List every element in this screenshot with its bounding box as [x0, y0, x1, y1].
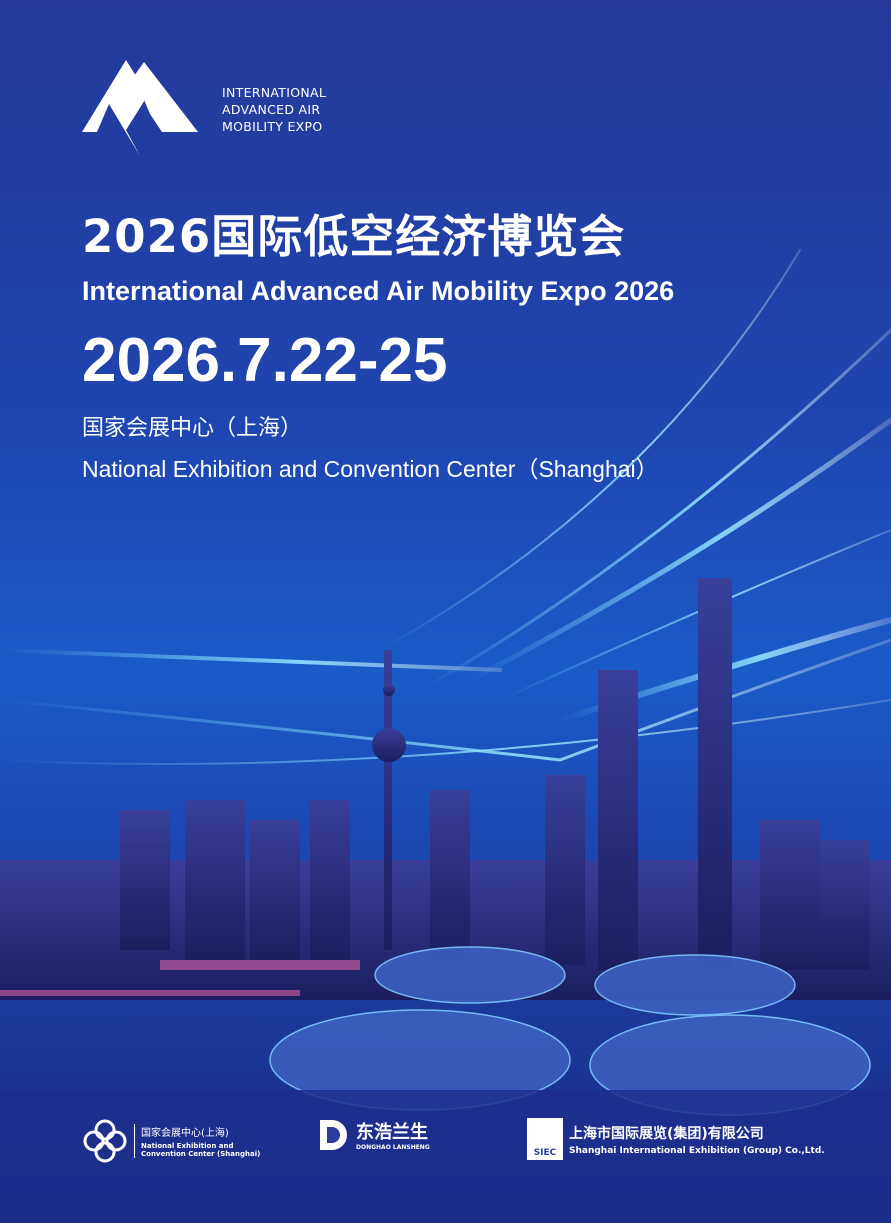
sponsor-name-cn: 上海市国际展览(集团)有限公司: [569, 1126, 764, 1142]
sponsor-name-en: Convention Center (Shanghai): [141, 1150, 261, 1158]
sponsor-logos: 国家会展中心(上海) National Exhibition and Conve…: [0, 1118, 891, 1168]
event-date: 2026.7.22-25: [82, 326, 448, 395]
sponsor-name-cn: 东浩兰生: [356, 1122, 428, 1143]
expo-logo-icon: [82, 60, 198, 156]
siec-logo-icon: SIEC: [527, 1118, 563, 1160]
logo-line: MOBILITY EXPO: [222, 119, 323, 134]
sponsor-donghao: 东浩兰生 DONGHAO LANSHENG: [318, 1118, 430, 1152]
sponsor-siec: SIEC 上海市国际展览(集团)有限公司 Shanghai Internatio…: [527, 1118, 825, 1160]
sponsor-name-en: Shanghai International Exhibition (Group…: [569, 1146, 825, 1156]
d-logo-icon: [320, 1120, 347, 1150]
logo-line: ADVANCED AIR: [222, 102, 321, 117]
logo-text: INTERNATIONAL ADVANCED AIR MOBILITY EXPO: [222, 84, 326, 135]
sponsor-necc: 国家会展中心(上海) National Exhibition and Conve…: [82, 1118, 260, 1164]
sponsor-name-cn: 国家会展中心(上海): [141, 1128, 229, 1139]
title-chinese: 2026国际低空经济博览会: [82, 210, 626, 263]
venue-english: National Exhibition and Convention Cente…: [82, 456, 659, 482]
title-english: International Advanced Air Mobility Expo…: [82, 276, 675, 306]
clover-logo-icon: [83, 1119, 127, 1163]
sponsor-name-en: DONGHAO LANSHENG: [356, 1144, 430, 1151]
logo-line: INTERNATIONAL: [222, 85, 327, 100]
siec-badge: SIEC: [533, 1148, 557, 1158]
sponsor-name-en: National Exhibition and: [141, 1142, 234, 1150]
venue-chinese: 国家会展中心（上海）: [82, 416, 303, 441]
